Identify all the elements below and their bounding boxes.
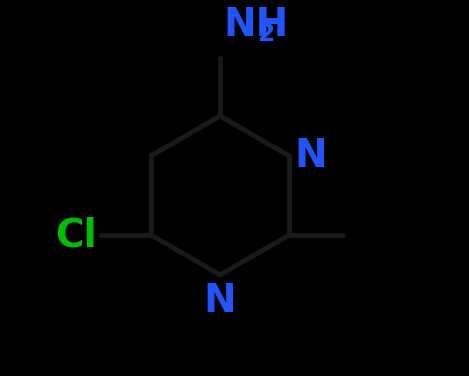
Text: N: N: [204, 282, 236, 320]
Text: 2: 2: [258, 21, 275, 45]
Text: N: N: [294, 137, 327, 175]
Text: Cl: Cl: [55, 216, 97, 254]
Text: NH: NH: [224, 6, 289, 44]
